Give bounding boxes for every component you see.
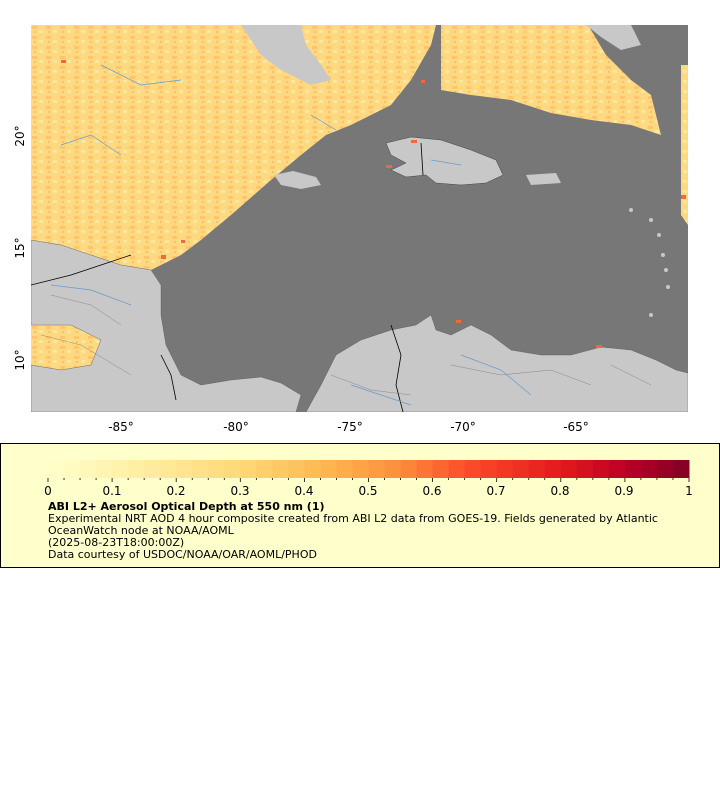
lon-tick: -70° [450, 420, 476, 434]
colorbar-tick-label: 0.1 [102, 484, 122, 498]
colorbar-tick-label: 0.7 [486, 484, 506, 498]
colorbar-tick-label: 0.2 [166, 484, 186, 498]
aod-field-south-land [31, 325, 101, 370]
colorbar-swatch [496, 460, 514, 478]
colorbar-swatch [576, 460, 594, 478]
colorbar-swatch [112, 460, 129, 478]
colorbar-swatch [304, 460, 321, 478]
legend-title: ABI L2+ Aerosol Optical Depth at 550 nm … [48, 500, 325, 513]
colorbar-swatch [208, 460, 225, 478]
legend-description: Experimental NRT AOD 4 hour composite cr… [48, 512, 658, 537]
lon-tick: -65° [563, 420, 589, 434]
lon-tick: -80° [223, 420, 249, 434]
colorbar-swatch [144, 460, 161, 478]
lat-tick: 15° [13, 237, 27, 259]
lat-tick: 10° [13, 349, 27, 371]
colorbar-swatch [288, 460, 305, 478]
aod-map[interactable] [31, 25, 688, 412]
land-florida-cuba [241, 25, 331, 85]
land-south-america [305, 314, 688, 412]
colorbar-swatch [448, 460, 466, 478]
colorbar-swatch [272, 460, 289, 478]
legend-text: ABI L2+ Aerosol Optical Depth at 550 nm … [48, 501, 698, 561]
colorbar-swatch [672, 460, 690, 478]
aod-field-gulf [31, 25, 436, 270]
colorbar-tick-label: 0.4 [294, 484, 314, 498]
colorbar-tick-label: 0.3 [230, 484, 250, 498]
colorbar-swatch [256, 460, 273, 478]
land-hispaniola [385, 136, 504, 186]
country-borders [31, 142, 424, 412]
colorbar-swatch [528, 460, 546, 478]
colorbar-swatch [80, 460, 97, 478]
colorbar-swatch [368, 460, 386, 478]
land-central-america [31, 239, 302, 412]
aod-field-east-edge [681, 65, 688, 225]
legend-panel: 0 0.1 0.2 0.3 0.4 0.5 0.6 0.7 0.8 0.9 1 … [0, 443, 720, 568]
colorbar-swatch [240, 460, 257, 478]
aod-field-atlantic [441, 25, 661, 135]
colorbar-tick-label: 0.6 [422, 484, 442, 498]
colorbar-swatch [592, 460, 610, 478]
land-jamaica [274, 171, 321, 189]
colorbar-swatch [96, 460, 113, 478]
lon-tick: -75° [337, 420, 363, 434]
colorbar-swatch [400, 460, 418, 478]
colorbar-swatch [608, 460, 626, 478]
colorbar-swatch [352, 460, 369, 478]
lat-tick: 20° [13, 125, 27, 147]
colorbar-swatch [640, 460, 658, 478]
map-panel [31, 25, 688, 412]
colorbar-tick-label: 0 [44, 484, 52, 498]
colorbar-swatch [48, 460, 65, 478]
colorbar-tick-label: 1 [685, 484, 693, 498]
legend-timestamp: (2025-08-23T18:00:00Z) [48, 536, 185, 549]
colorbar-swatch [656, 460, 674, 478]
lesser-antilles [629, 208, 670, 317]
colorbar-swatch [512, 460, 530, 478]
state-borders [40, 294, 652, 396]
colorbar-swatch [176, 460, 193, 478]
colorbar-swatch [464, 460, 482, 478]
colorbar-swatch [320, 460, 337, 478]
lon-tick: -85° [108, 420, 134, 434]
colorbar-tick-label: 0.9 [614, 484, 634, 498]
colorbar-swatch [64, 460, 81, 478]
colorbar [47, 460, 690, 482]
colorbar-swatch [224, 460, 241, 478]
colorbar-swatch [160, 460, 177, 478]
colorbar-swatch [624, 460, 642, 478]
colorbar-swatch [192, 460, 209, 478]
rivers [50, 64, 532, 406]
colorbar-swatch [544, 460, 562, 478]
colorbar-swatch [384, 460, 402, 478]
aod-high-spots [61, 60, 686, 348]
colorbar-tick-label: 0.8 [550, 484, 570, 498]
land-bahamas [586, 25, 641, 50]
colorbar-swatch [432, 460, 450, 478]
colorbar-swatch [560, 460, 578, 478]
land-puerto-rico [526, 173, 561, 185]
colorbar-tick-label: 0.5 [358, 484, 378, 498]
colorbar-swatch [336, 460, 353, 478]
colorbar-swatch [480, 460, 498, 478]
legend-credit: Data courtesy of USDOC/NOAA/OAR/AOML/PHO… [48, 548, 317, 561]
colorbar-swatch [128, 460, 145, 478]
colorbar-swatch [416, 460, 434, 478]
